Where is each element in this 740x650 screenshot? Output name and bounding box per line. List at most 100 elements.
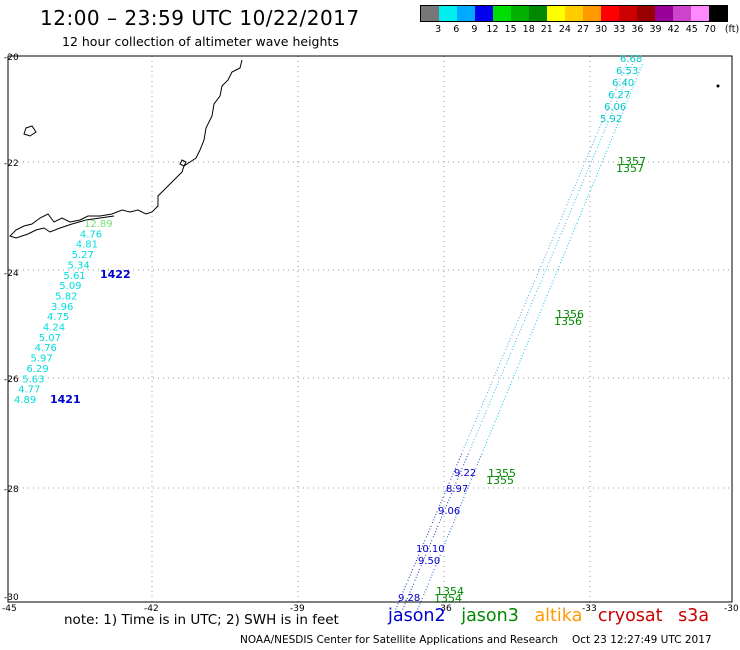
credit-timestamp: Oct 23 12:27:49 UTC 2017 xyxy=(572,634,712,646)
east-value: 6.27 xyxy=(608,90,630,101)
lon-label: -33 xyxy=(582,604,597,614)
east-value: 6.06 xyxy=(604,102,626,113)
wave-height-value: 5.82 xyxy=(55,291,77,302)
legend-label: 33 xyxy=(613,24,626,35)
satellite-s3a: s3a xyxy=(678,606,710,626)
legend-swatch xyxy=(439,6,457,21)
wave-height-value: 5.09 xyxy=(59,281,81,292)
lat-label: -22 xyxy=(4,159,19,169)
east-value: 9.28 xyxy=(398,593,420,604)
footer-note: note: 1) Time is in UTC; 2) SWH is in fe… xyxy=(64,612,339,628)
east-track-bottom-values: 9.22 8.97 9.06 10.10 9.50 9.28 xyxy=(398,468,476,604)
legend-label: 39 xyxy=(649,24,662,35)
legend-label: 24 xyxy=(558,24,571,35)
west-track: 12.894.764.815.275.345.615.095.823.964.7… xyxy=(14,219,113,406)
east-time: 1355 xyxy=(488,467,516,480)
wave-height-value: 6.29 xyxy=(26,364,48,375)
lon-label: -42 xyxy=(144,604,159,614)
wave-height-value: 4.76 xyxy=(80,229,102,240)
east-time: 1357 xyxy=(618,155,646,168)
lon-label: -30 xyxy=(724,604,739,614)
west-track-time-bottom: 1421 xyxy=(50,393,81,406)
wave-height-value: 4.24 xyxy=(43,323,65,334)
east-value: 6.53 xyxy=(616,66,638,77)
east-time: 1356 xyxy=(554,315,582,328)
map-frame xyxy=(7,55,733,603)
wave-height-value: 4.89 xyxy=(14,395,36,406)
legend-swatch xyxy=(457,6,475,21)
east-value: 8.97 xyxy=(446,484,468,495)
legend-swatch xyxy=(619,6,637,21)
east-time: 1357 xyxy=(616,162,644,175)
legend-swatch xyxy=(565,6,583,21)
legend-label: 27 xyxy=(577,24,590,35)
east-value: 5.92 xyxy=(600,114,622,125)
east-track-times: 1357 1357 1356 1356 1355 1355 1354 1354 xyxy=(434,155,646,605)
satellite-jason3: jason3 xyxy=(461,606,519,626)
wave-height-value: 4.77 xyxy=(18,385,40,396)
legend-swatch xyxy=(583,6,601,21)
east-track-top-values: 6.68 6.53 6.40 6.27 6.06 5.92 xyxy=(600,54,642,125)
legend-swatch xyxy=(511,6,529,21)
lon-label: -36 xyxy=(437,604,452,614)
east-value: 9.06 xyxy=(438,506,460,517)
credit-line: NOAA/NESDIS Center for Satellite Applica… xyxy=(240,634,712,646)
lat-label: -28 xyxy=(4,485,19,495)
east-value: 9.22 xyxy=(454,468,476,479)
legend-swatch xyxy=(421,6,439,21)
legend-label: 70 xyxy=(703,24,716,35)
lat-label: -30 xyxy=(4,593,19,603)
legend-label: 15 xyxy=(504,24,517,35)
wave-height-value: 5.61 xyxy=(63,271,85,282)
east-time: 1354 xyxy=(434,592,462,605)
legend-unit: (ft) xyxy=(724,24,740,35)
grid-lines xyxy=(8,56,732,602)
lat-label: -26 xyxy=(4,375,19,385)
east-value: 6.68 xyxy=(620,54,642,65)
legend-label: 30 xyxy=(595,24,608,35)
legend-swatch xyxy=(547,6,565,21)
satellite-altika: altika xyxy=(534,606,583,626)
legend-swatch xyxy=(655,6,673,21)
east-value: 9.50 xyxy=(418,556,440,567)
lat-labels: -20 -22 -24 -26 -28 -30 xyxy=(4,53,19,603)
legend-label: 42 xyxy=(667,24,680,35)
wave-height-value: 5.63 xyxy=(22,374,44,385)
legend-swatch xyxy=(709,6,727,21)
legend-swatch xyxy=(691,6,709,21)
legend-label: 12 xyxy=(486,24,499,35)
legend-swatch xyxy=(673,6,691,21)
page-subtitle: 12 hour collection of altimeter wave hei… xyxy=(62,34,339,49)
page-title: 12:00 – 23:59 UTC 10/22/2017 xyxy=(40,6,360,30)
legend-labels: 3 6 9 12 15 18 21 24 27 30 33 36 39 42 45 70 (ft) xyxy=(420,24,739,38)
east-time: 1354 xyxy=(436,585,464,598)
lon-label: -39 xyxy=(290,604,305,614)
legend-label: 45 xyxy=(685,24,698,35)
wave-height-value: 4.81 xyxy=(76,240,98,251)
coastline xyxy=(9,59,243,239)
wave-height-value: 3.96 xyxy=(51,302,73,313)
legend-swatch xyxy=(475,6,493,21)
legend-label: 9 xyxy=(471,24,478,35)
legend-swatch xyxy=(493,6,511,21)
wave-height-value: 12.89 xyxy=(84,219,113,230)
wave-height-value: 4.75 xyxy=(47,312,69,323)
west-track-time-top: 1422 xyxy=(100,268,131,281)
lon-label: -45 xyxy=(2,604,17,614)
east-time: 1356 xyxy=(556,308,584,321)
lat-label: -20 xyxy=(4,53,19,63)
east-track: ········································… xyxy=(390,61,647,612)
wave-height-value: 5.27 xyxy=(72,250,94,261)
legend-label: 21 xyxy=(540,24,553,35)
satellite-cryosat: cryosat xyxy=(597,606,663,626)
satellite-jason2: jason2 xyxy=(388,606,446,626)
east-time: 1355 xyxy=(486,474,514,487)
legend-label: 36 xyxy=(631,24,644,35)
east-value: 10.10 xyxy=(416,544,445,555)
legend-label: 18 xyxy=(522,24,535,35)
wave-height-value: 4.76 xyxy=(35,343,57,354)
east-value: 6.40 xyxy=(612,78,634,89)
legend-label: 3 xyxy=(435,24,442,35)
wave-height-value: 5.07 xyxy=(39,333,61,344)
